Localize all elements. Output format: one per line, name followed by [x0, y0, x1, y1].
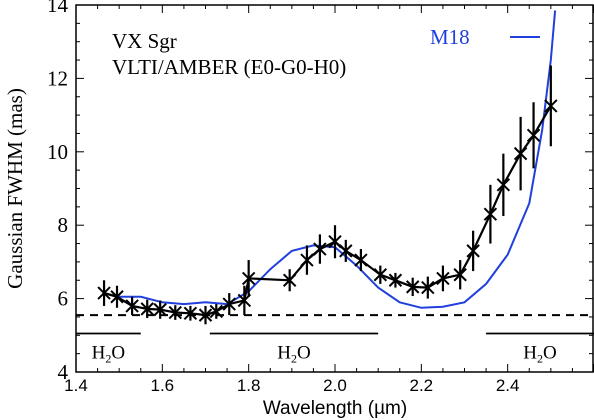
- observed-series-layer: [97, 65, 558, 325]
- y-tick-label: 4: [58, 360, 69, 384]
- band-label: H2O: [523, 342, 556, 365]
- data-point: [544, 65, 558, 147]
- x-marker-stroke: [421, 280, 435, 295]
- x-marker-stroke: [97, 286, 111, 300]
- x-marker-stroke: [388, 273, 403, 287]
- x-tick-label: 2.4: [496, 376, 520, 395]
- y-tick-label: 10: [47, 140, 68, 164]
- data-point: [483, 184, 498, 244]
- data-point: [526, 102, 541, 169]
- data-point: [339, 239, 353, 262]
- x-tick-label: 2.2: [410, 376, 434, 395]
- data-point: [313, 234, 327, 264]
- data-point: [110, 285, 124, 308]
- x-marker-stroke: [125, 299, 139, 313]
- x-marker-stroke: [526, 128, 541, 142]
- annotation-star-name: VX Sgr: [112, 29, 177, 53]
- data-point: [241, 260, 256, 297]
- data-point: [388, 272, 403, 288]
- data-point: [436, 265, 450, 292]
- data-point: [300, 245, 314, 275]
- legend-label-m18: M18: [430, 25, 470, 49]
- data-point: [140, 299, 154, 319]
- x-marker-stroke: [453, 268, 467, 282]
- x-marker-stroke: [496, 178, 511, 192]
- x-marker-stroke: [513, 146, 528, 161]
- x-marker-stroke: [544, 99, 558, 113]
- y-tick-label: 12: [47, 66, 68, 90]
- x-tick-label: 2.0: [323, 376, 347, 395]
- data-point: [513, 116, 528, 191]
- data-point: [405, 277, 420, 297]
- x-marker-stroke: [354, 253, 368, 267]
- x-marker-stroke: [300, 253, 314, 267]
- data-point: [153, 300, 167, 319]
- x-marker-stroke: [153, 302, 167, 317]
- x-marker-stroke: [222, 297, 236, 311]
- x-marker-stroke: [198, 308, 213, 322]
- observed-line: [103, 105, 552, 317]
- data-point: [421, 276, 435, 299]
- x-marker-stroke: [110, 290, 124, 304]
- x-tick-label: 1.6: [151, 376, 175, 395]
- data-point: [125, 296, 139, 316]
- y-tick-label: 6: [58, 287, 69, 311]
- data-point: [453, 260, 467, 290]
- data-point: [222, 293, 236, 316]
- data-point: [496, 153, 511, 217]
- x-marker-stroke: [405, 280, 420, 294]
- data-point: [168, 305, 182, 320]
- data-point: [354, 249, 368, 272]
- x-marker-stroke: [373, 268, 388, 282]
- data-point: [183, 305, 198, 321]
- x-marker-stroke: [466, 244, 480, 258]
- x-marker-stroke: [313, 242, 327, 256]
- y-tick-label: 8: [58, 213, 69, 237]
- data-point: [97, 280, 111, 306]
- band-label: H2O: [92, 342, 125, 365]
- data-point: [209, 304, 223, 319]
- data-point: [282, 269, 297, 292]
- annotation-instrument: VLTI/AMBER (E0-G0-H0): [112, 55, 346, 79]
- x-marker-stroke: [328, 235, 342, 249]
- x-marker-stroke: [168, 305, 182, 320]
- x-axis-label: Wavelength (µm): [263, 398, 407, 419]
- x-marker-stroke: [241, 271, 256, 286]
- data-point: [466, 230, 480, 272]
- data-point: [198, 305, 213, 325]
- x-marker-stroke: [209, 304, 223, 319]
- y-tick-label: 14: [47, 0, 69, 17]
- x-marker-stroke: [282, 273, 297, 287]
- x-tick-label: 1.4: [64, 376, 88, 395]
- annotation-layer: VX Sgr VLTI/AMBER (E0-G0-H0) M18 Wavelen…: [3, 25, 540, 419]
- axes: 1.4 1.6 1.8 2.0 2.2 2.4 4 6 8 10 12 14: [47, 0, 594, 395]
- x-marker-stroke: [483, 207, 498, 221]
- x-tick-label: 1.8: [237, 376, 261, 395]
- data-point: [373, 265, 388, 284]
- band-label: H2O: [277, 342, 310, 365]
- water-bands: H2O H2O H2O: [76, 332, 594, 365]
- data-point: [328, 225, 342, 259]
- x-marker-stroke: [339, 244, 353, 258]
- x-marker-stroke: [436, 271, 450, 286]
- y-axis-label: Gaussian FWHM (mas): [3, 88, 27, 289]
- x-marker-stroke: [140, 302, 154, 316]
- x-marker-stroke: [183, 306, 198, 320]
